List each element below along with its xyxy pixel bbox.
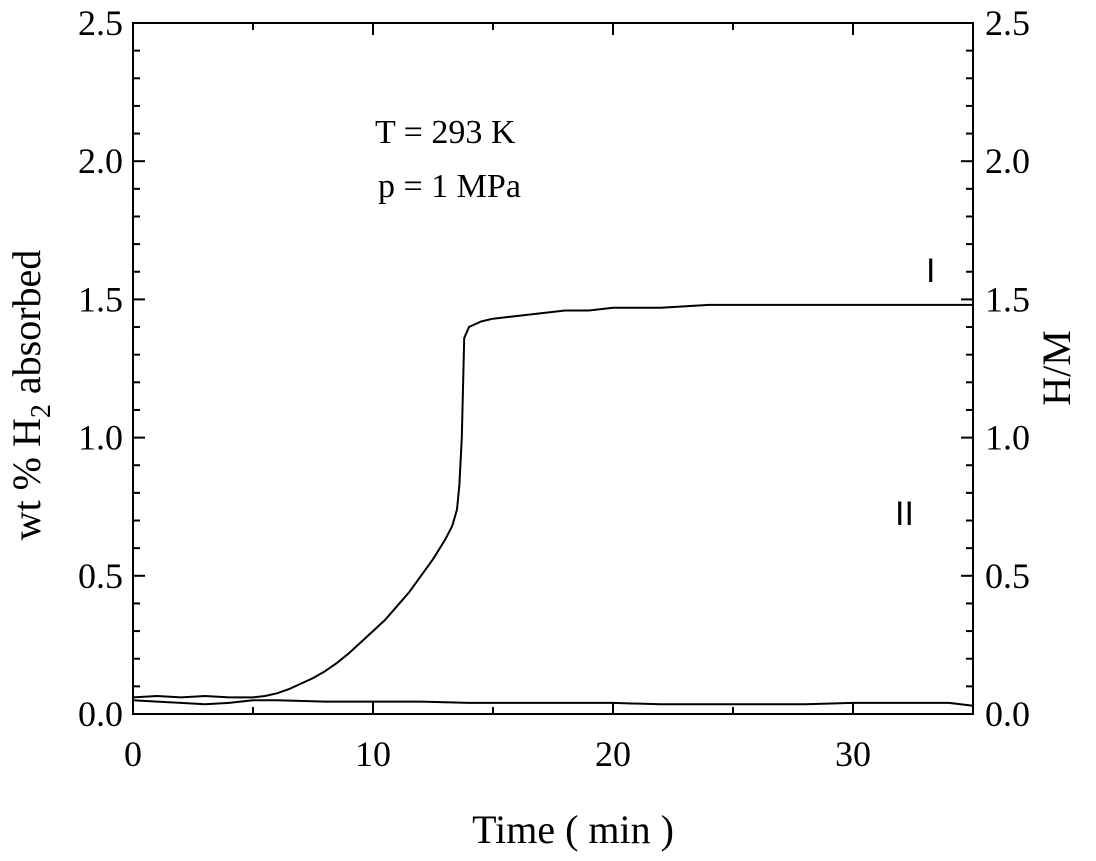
x-axis-title: Time ( min ) [472, 807, 674, 852]
y2-tick-label: 1.0 [985, 418, 1030, 458]
curve-label-II: II [895, 495, 914, 533]
y2-tick-label: 2.5 [985, 3, 1030, 43]
y-tick-label: 0.0 [78, 694, 123, 734]
x-tick-label: 10 [355, 734, 391, 774]
curve-label-I: I [926, 252, 935, 290]
y-tick-label: 1.5 [78, 279, 123, 319]
curves [132, 303, 974, 707]
y2-tick-label: 1.5 [985, 279, 1030, 319]
y-tick-label: 2.0 [78, 141, 123, 181]
y-axis-title: wt % H2 absorbed [4, 250, 57, 541]
y-tick-label: 2.5 [78, 3, 123, 43]
annotation-temperature: T = 293 K [375, 114, 516, 151]
y2-tick-label: 2.0 [985, 141, 1030, 181]
y-axis-title-main: wt % H [4, 418, 49, 540]
x-tick-label: 20 [595, 734, 631, 774]
y-axis-title-suffix: absorbed [4, 250, 49, 404]
y-tick-label: 0.5 [78, 556, 123, 596]
x-tick-label: 0 [124, 734, 142, 774]
y-tick-label: 1.0 [78, 418, 123, 458]
y2-axis-title: H/M [1034, 330, 1079, 406]
plot-frame [132, 22, 974, 715]
series-line-II [132, 699, 974, 707]
y2-tick-label: 0.0 [985, 694, 1030, 734]
x-tick-label: 30 [835, 734, 871, 774]
series-line-I [132, 303, 973, 699]
annotation-pressure: p = 1 MPa [378, 168, 521, 205]
ticks [132, 22, 974, 715]
y2-tick-label: 0.5 [985, 556, 1030, 596]
y-axis-title-subscript: 2 [26, 404, 57, 418]
tick-labels: 0 10 20 30 0.0 0.0 0.5 0.5 1.0 1.0 1.5 1.5 2.0 2.0 2.5… [78, 3, 1030, 774]
